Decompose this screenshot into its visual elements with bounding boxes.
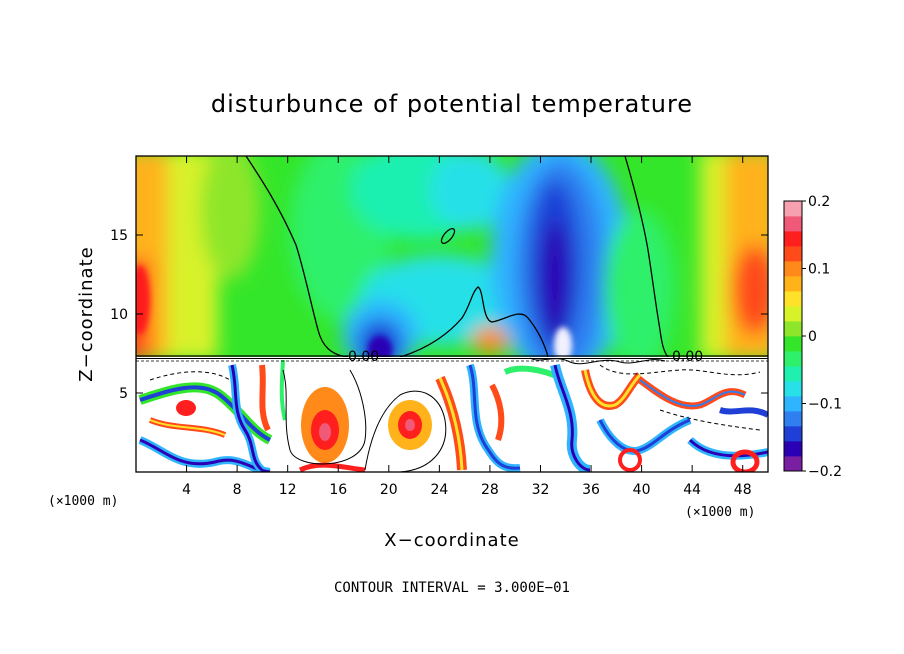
colorbar-tick-label: 0 xyxy=(808,329,817,345)
colorbar-swatch xyxy=(784,336,802,352)
x-axis-label: X−coordinate xyxy=(384,530,519,551)
y-tick-label: 15 xyxy=(110,228,128,244)
colorbar-swatch xyxy=(784,366,802,382)
x-tick-label: 4 xyxy=(182,482,191,498)
colorbar-swatch xyxy=(784,231,802,247)
colorbar-swatch xyxy=(784,216,802,232)
x-tick-label: 32 xyxy=(532,482,550,498)
colorbar-swatch xyxy=(784,381,802,397)
x-tick-label: 20 xyxy=(380,482,398,498)
colorbar-tick-label: −0.1 xyxy=(808,397,842,413)
x-tick-label: 40 xyxy=(633,482,651,498)
x-tick-label: 8 xyxy=(233,482,242,498)
x-tick-label: 28 xyxy=(481,482,499,498)
x-tick-label: 24 xyxy=(430,482,448,498)
contour-label: 0.00 xyxy=(348,349,379,365)
x-tick-label: 36 xyxy=(582,482,600,498)
contour-label: 0.00 xyxy=(672,349,703,365)
lower-field xyxy=(136,357,768,472)
upper-field xyxy=(136,156,768,357)
x-unit-right: (×1000 m) xyxy=(685,505,755,520)
colorbar-swatch xyxy=(784,411,802,427)
x-tick-label: 48 xyxy=(734,482,752,498)
colorbar-swatch xyxy=(784,246,802,262)
colorbar-swatch xyxy=(784,396,802,412)
y-axis: 5 10 15 xyxy=(110,228,768,402)
colorbar-swatch xyxy=(784,306,802,322)
colorbar: 0.2 0.1 0 −0.1 −0.2 xyxy=(783,194,842,480)
interface-band xyxy=(136,355,768,365)
x-axis: 4 8 12 16 20 24 28 32 36 40 44 48 xyxy=(182,156,752,498)
y-tick-label: 5 xyxy=(119,386,128,402)
x-tick-label: 44 xyxy=(683,482,701,498)
y-tick-label: 10 xyxy=(110,307,128,323)
x-tick-label: 12 xyxy=(279,482,297,498)
colorbar-swatch xyxy=(784,201,802,217)
colorbar-swatch xyxy=(784,456,802,472)
colorbar-swatch xyxy=(784,426,802,442)
colorbar-swatch xyxy=(784,321,802,337)
colorbar-tick-label: 0.2 xyxy=(808,194,830,210)
colorbar-swatch xyxy=(784,291,802,307)
x-tick-label: 16 xyxy=(329,482,347,498)
contour-interval: CONTOUR INTERVAL = 3.000E−01 xyxy=(334,580,570,596)
colorbar-swatch xyxy=(784,276,802,292)
colorbar-swatch xyxy=(784,351,802,367)
colorbar-swatch xyxy=(784,261,802,277)
x-unit-left: (×1000 m) xyxy=(48,494,118,509)
colorbar-swatch xyxy=(784,441,802,457)
colorbar-tick-label: −0.2 xyxy=(808,464,842,480)
chart-title: disturbunce of potential temperature xyxy=(211,90,693,118)
colorbar-tick-label: 0.1 xyxy=(808,262,830,278)
y-axis-label: Z−coordinate xyxy=(76,246,97,381)
